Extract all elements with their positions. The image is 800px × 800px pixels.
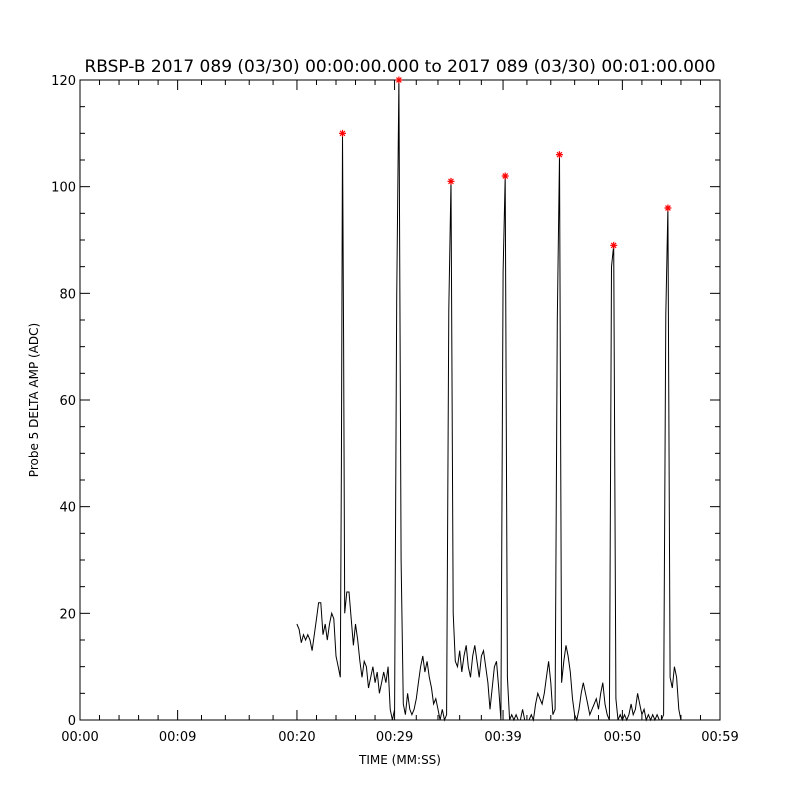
y-tick-label: 40 xyxy=(59,501,76,516)
y-tick-label: 80 xyxy=(59,287,76,302)
y-tick-label: 100 xyxy=(51,181,76,196)
tick-labels: 00:00 00:09 00:20 00:29 00:39 00:50 00:59 0 20 40… xyxy=(51,74,739,745)
x-tick-label: 00:20 xyxy=(278,730,315,745)
chart-title: RBSP-B 2017 089 (03/30) 00:00:00.000 to … xyxy=(84,57,715,77)
x-tick-label: 00:39 xyxy=(484,730,521,745)
x-tick-label: 00:00 xyxy=(61,730,98,745)
series-line xyxy=(296,79,682,722)
y-tick-label: 60 xyxy=(59,394,76,409)
peak-marker xyxy=(447,177,455,185)
peak-marker xyxy=(664,204,672,212)
y-tick-label: 0 xyxy=(68,714,76,729)
x-tick-label: 00:50 xyxy=(604,730,641,745)
x-axis-label: TIME (MM:SS) xyxy=(358,753,441,767)
y-axis-label: Probe 5 DELTA AMP (ADC) xyxy=(27,323,41,477)
x-tick-label: 00:09 xyxy=(159,730,196,745)
x-tick-label: 00:29 xyxy=(376,730,413,745)
y-tick-label: 120 xyxy=(51,74,76,89)
peak-marker xyxy=(610,241,618,249)
peak-marker xyxy=(395,76,403,84)
peak-marker xyxy=(339,129,347,137)
x-tick-label: 00:59 xyxy=(701,730,738,745)
y-tick-label: 20 xyxy=(59,607,76,622)
peak-markers xyxy=(339,76,672,249)
peak-marker xyxy=(555,151,563,159)
peak-marker xyxy=(501,172,509,180)
